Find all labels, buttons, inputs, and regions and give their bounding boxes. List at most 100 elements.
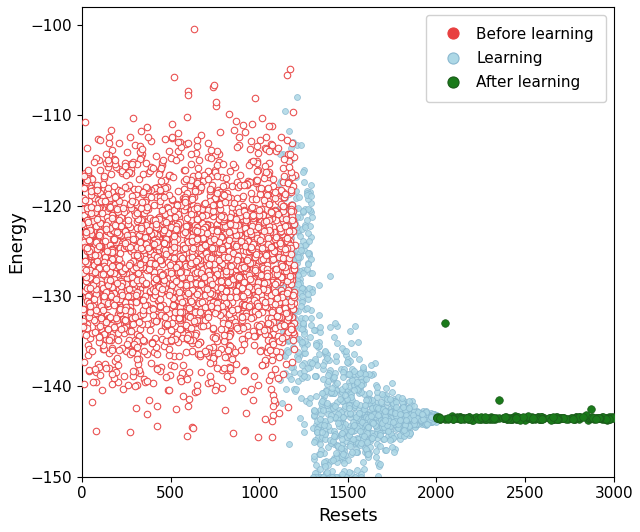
- Point: [537, 413, 547, 422]
- Point: [337, 440, 347, 448]
- Point: [184, 260, 195, 269]
- Point: [365, 443, 376, 452]
- Point: [479, 414, 490, 423]
- Point: [452, 413, 462, 422]
- Point: [89, 261, 99, 270]
- Point: [111, 314, 122, 323]
- Point: [337, 419, 347, 428]
- Point: [151, 222, 161, 231]
- Point: [346, 338, 356, 347]
- Point: [505, 414, 515, 422]
- Point: [200, 347, 210, 355]
- Point: [300, 367, 310, 375]
- Point: [116, 344, 127, 352]
- Point: [382, 407, 392, 415]
- Point: [273, 210, 284, 218]
- Point: [285, 310, 295, 318]
- Point: [317, 365, 328, 373]
- Point: [98, 180, 108, 188]
- Point: [292, 377, 303, 385]
- Point: [408, 418, 418, 426]
- Point: [288, 284, 298, 293]
- Point: [461, 414, 472, 422]
- Point: [175, 153, 186, 161]
- Point: [109, 283, 120, 292]
- Point: [214, 270, 224, 278]
- Point: [293, 306, 303, 315]
- Point: [280, 331, 291, 340]
- Point: [283, 312, 293, 321]
- Point: [101, 263, 111, 272]
- Point: [511, 414, 522, 422]
- Point: [131, 404, 141, 413]
- Point: [268, 242, 278, 251]
- Point: [424, 418, 435, 426]
- Point: [233, 221, 243, 229]
- Point: [198, 277, 209, 285]
- Point: [594, 414, 604, 422]
- Point: [246, 243, 256, 251]
- Point: [282, 269, 292, 278]
- Point: [171, 203, 181, 212]
- Point: [188, 193, 198, 201]
- Point: [298, 340, 308, 348]
- Point: [93, 254, 104, 262]
- Point: [110, 357, 120, 365]
- Point: [91, 236, 101, 245]
- Point: [124, 222, 134, 231]
- Point: [355, 388, 365, 396]
- Point: [80, 304, 90, 313]
- Point: [157, 275, 167, 283]
- Point: [92, 260, 102, 268]
- Point: [158, 270, 168, 278]
- Point: [571, 412, 581, 421]
- Point: [84, 308, 95, 317]
- Point: [146, 255, 156, 264]
- Point: [104, 314, 115, 322]
- Point: [337, 396, 347, 405]
- Point: [283, 244, 293, 253]
- Point: [159, 276, 169, 285]
- Point: [107, 246, 117, 254]
- Point: [102, 187, 113, 195]
- Point: [282, 71, 292, 79]
- Point: [360, 401, 370, 410]
- Point: [148, 260, 159, 269]
- Point: [212, 200, 222, 209]
- Point: [240, 282, 250, 290]
- Point: [192, 227, 202, 236]
- Point: [367, 404, 377, 412]
- Point: [284, 236, 294, 244]
- Point: [100, 264, 110, 272]
- Point: [148, 218, 158, 227]
- Point: [275, 238, 285, 246]
- Point: [323, 353, 333, 362]
- Point: [250, 332, 260, 340]
- Point: [150, 215, 160, 224]
- Point: [596, 414, 606, 422]
- Point: [271, 312, 282, 320]
- Point: [362, 410, 372, 419]
- Point: [209, 298, 219, 306]
- Point: [217, 289, 227, 298]
- Point: [148, 268, 159, 277]
- Point: [184, 220, 194, 229]
- Point: [432, 413, 442, 422]
- Point: [355, 427, 365, 435]
- Y-axis label: Energy: Energy: [7, 211, 25, 273]
- Point: [408, 413, 419, 422]
- Point: [156, 164, 166, 172]
- Point: [245, 145, 255, 153]
- Point: [276, 200, 286, 208]
- Point: [275, 223, 285, 232]
- Point: [230, 318, 240, 327]
- Point: [280, 267, 290, 275]
- Point: [267, 350, 277, 358]
- Point: [109, 235, 119, 243]
- Point: [269, 235, 280, 243]
- Point: [285, 250, 296, 258]
- Point: [118, 328, 129, 337]
- Point: [172, 235, 182, 244]
- Point: [214, 200, 224, 209]
- Point: [408, 417, 419, 425]
